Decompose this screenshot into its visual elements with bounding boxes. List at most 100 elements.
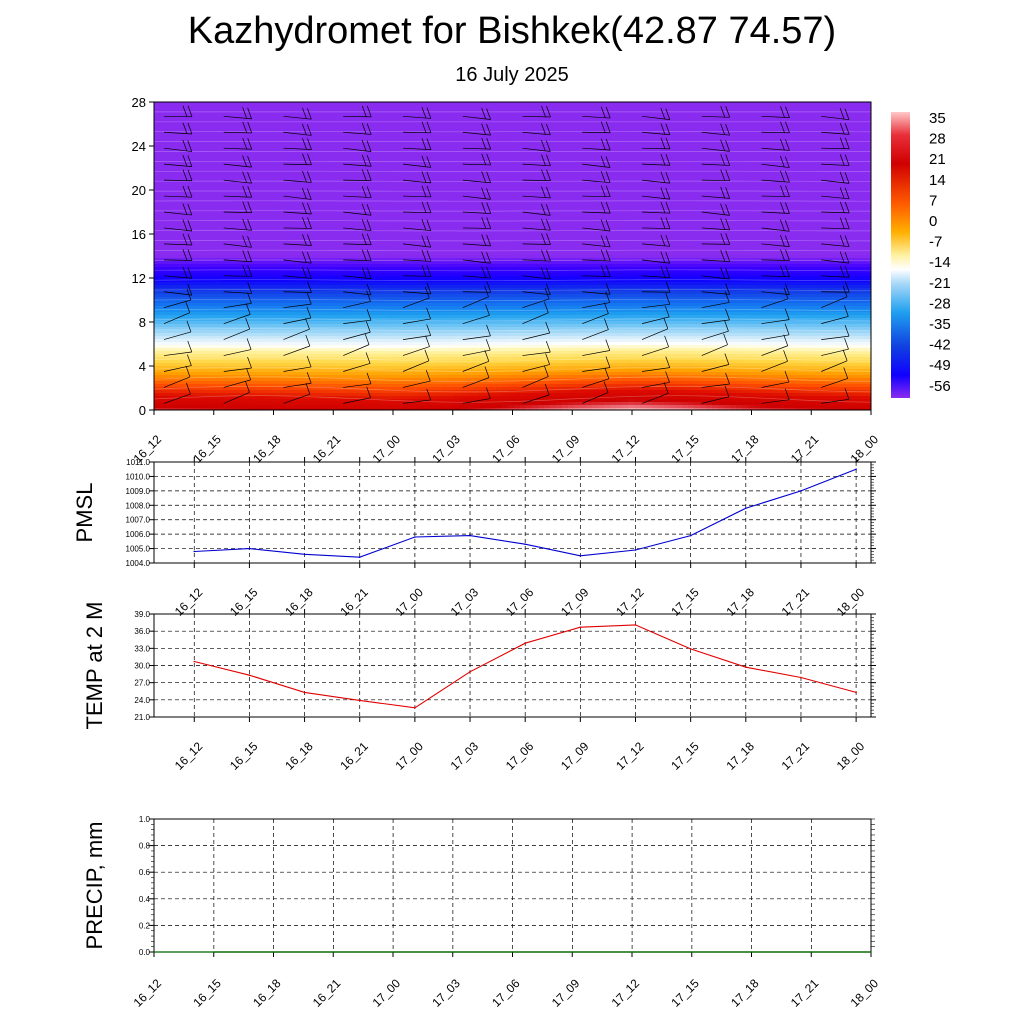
series-point (358, 556, 361, 559)
xtick-label: 17_18 (723, 739, 757, 773)
xtick-label: 17_03 (448, 739, 482, 773)
xtick-label: 16_15 (227, 739, 261, 773)
cross-section-ytick-label: 12 (132, 271, 146, 286)
ytick-label: 36.0 (134, 627, 150, 636)
cross-section-xtick-label: 16_15 (190, 432, 224, 466)
xtick-label: 17_15 (668, 739, 702, 773)
ytick-label: 0.8 (139, 842, 151, 851)
ytick-label: 1.0 (139, 815, 151, 824)
series-point (358, 699, 361, 702)
xtick-label: 17_00 (370, 976, 404, 1010)
cross-section-xtick-label: 17_06 (489, 432, 523, 466)
colorbar-label: 28 (929, 131, 946, 148)
colorbar-label: -42 (929, 337, 951, 354)
cross-section-ytick-label: 0 (139, 403, 146, 418)
xtick-label: 17_21 (788, 976, 822, 1010)
colorbar-label: -56 (929, 378, 951, 395)
xtick-label: 16_18 (282, 739, 316, 773)
series-point (193, 550, 196, 553)
ytick-label: 24.0 (134, 696, 150, 705)
panel-frame (153, 613, 872, 718)
xtick-label: 16_21 (337, 739, 371, 773)
cross-section-xtick-label: 17_15 (668, 432, 702, 466)
series-point (800, 490, 802, 492)
series-point (745, 507, 747, 509)
y-axis-label: PMSL (72, 483, 97, 543)
cross-section-ytick-label: 8 (139, 315, 146, 330)
xtick-label: 18_00 (834, 739, 868, 773)
ytick-label: 21.0 (134, 713, 150, 722)
ytick-label: 1008.0 (126, 501, 151, 510)
temp2m-panel: 21.0 24.0 27.0 30.0 33.0 36.0 39.0 16_12 16_15 16… (82, 602, 876, 773)
precip-panel: 0.0 0.2 0.4 0.6 0.8 1.0 16_12 16_15 16_18 16_21 17… (82, 815, 881, 1010)
ytick-label: 0.0 (139, 948, 151, 957)
colorbar-gradient (891, 112, 910, 398)
cross-section-temperature-fill (154, 102, 871, 410)
series-point (469, 534, 471, 537)
xtick-label: 18_00 (848, 976, 882, 1010)
colorbar-label: 14 (929, 172, 946, 189)
ytick-label: 0.6 (139, 868, 151, 877)
xtick-label: 17_21 (779, 739, 813, 773)
ytick-label: 0.4 (139, 895, 151, 904)
ytick-label: 1007.0 (126, 516, 151, 525)
xtick-label: 17_09 (558, 739, 592, 773)
ytick-label: 1006.0 (126, 530, 151, 539)
cross-section-ytick-label: 20 (132, 183, 146, 198)
xtick-label: 16_12 (172, 739, 206, 773)
series-point (634, 624, 637, 626)
colorbar-label: 0 (929, 213, 937, 230)
cross-section-xtick-label: 16_21 (310, 432, 344, 466)
colorbar-label: 7 (929, 192, 937, 209)
xtick-label: 17_00 (392, 739, 426, 773)
ytick-label: 1004.0 (126, 559, 151, 568)
ytick-label: 27.0 (134, 679, 150, 688)
series-point (634, 549, 637, 551)
colorbar-label: -35 (929, 316, 951, 333)
cross-section-ytick-label: 4 (139, 359, 146, 374)
y-axis-label: PRECIP, mm (82, 822, 107, 950)
xtick-label: 16_12 (131, 976, 165, 1010)
series-point (800, 676, 802, 679)
cross-section-xtick-label: 17_18 (728, 432, 762, 466)
cross-section-xtick-label: 17_21 (788, 432, 822, 466)
colorbar-label: -28 (929, 295, 951, 312)
panel-frame (153, 461, 872, 564)
ytick-label: 1005.0 (126, 545, 151, 554)
cross-section-ytick-label: 28 (132, 95, 146, 110)
ytick-label: 33.0 (134, 644, 150, 653)
xtick-label: 17_12 (609, 976, 643, 1010)
series-point (248, 547, 251, 550)
xtick-label: 17_15 (668, 976, 702, 1010)
xtick-label: 16_21 (310, 976, 344, 1010)
xtick-label: 16_18 (250, 976, 284, 1010)
ytick-label: 1009.0 (126, 487, 151, 496)
xtick-label: 17_09 (549, 976, 583, 1010)
cross-section-ytick-label: 24 (132, 139, 146, 154)
series-point (248, 674, 251, 677)
series-point (855, 691, 857, 694)
ytick-label: 0.2 (139, 921, 151, 930)
colorbar-label: -7 (929, 234, 942, 251)
series-point (414, 707, 416, 709)
page-title: Kazhydromet for Bishkek(42.87 74.57) (187, 10, 837, 52)
colorbar-label: -21 (929, 275, 951, 292)
series-point (579, 554, 582, 557)
cross-section-xtick-label: 16_18 (250, 432, 284, 466)
series-point (579, 626, 582, 628)
cross-section-xtick-label: 18_00 (848, 432, 882, 466)
ytick-label: 30.0 (134, 662, 150, 671)
colorbar-label: -14 (929, 254, 951, 271)
xtick-label: 17_12 (613, 739, 647, 773)
series-point (745, 666, 747, 669)
xtick-label: 17_18 (728, 976, 762, 1010)
series-point (303, 553, 306, 556)
series-point (524, 543, 526, 546)
cross-section-xtick-label: 17_12 (609, 432, 643, 466)
page-subtitle: 16 July 2025 (455, 64, 569, 86)
series-point (469, 670, 471, 673)
xtick-label: 17_03 (429, 976, 463, 1010)
ytick-label: 1010.0 (126, 472, 151, 481)
xtick-label: 17_06 (503, 739, 537, 773)
